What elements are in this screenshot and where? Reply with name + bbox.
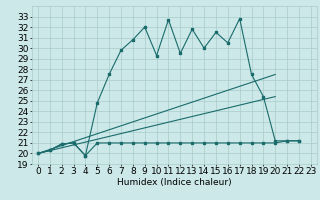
X-axis label: Humidex (Indice chaleur): Humidex (Indice chaleur) [117,178,232,187]
